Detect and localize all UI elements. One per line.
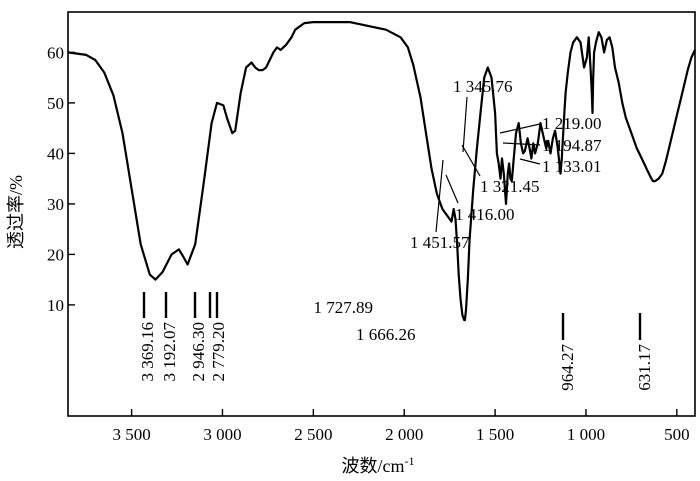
x-axis-title: 波数/cm-1 bbox=[342, 454, 415, 476]
leader-line bbox=[435, 159, 444, 233]
peak-label: 1 666.26 bbox=[356, 325, 416, 344]
peak-label: 1 219.00 bbox=[542, 114, 602, 133]
peak-label: 2 946.30 bbox=[189, 322, 208, 382]
x-axis-title-text: 波数/cm bbox=[342, 456, 405, 476]
leader-line bbox=[462, 96, 468, 153]
peak-markers: 3 369.16 3 192.07 2 946.30 2 779.20 964.27 63… bbox=[138, 77, 654, 391]
peak-label: 964.27 bbox=[558, 344, 577, 391]
peak-label: 3 369.16 bbox=[138, 322, 157, 382]
spectrum-line bbox=[67, 21, 696, 322]
x-tick-label: 2 000 bbox=[385, 425, 423, 444]
y-tick-label: 10 bbox=[47, 296, 64, 315]
peak-label: 1 451.57 bbox=[410, 233, 470, 252]
y-tick-label: 60 bbox=[47, 43, 64, 62]
peak-label: 1 416.00 bbox=[455, 205, 515, 224]
x-tick-label: 1 500 bbox=[476, 425, 514, 444]
x-tick-label: 2 500 bbox=[294, 425, 332, 444]
leader-line bbox=[519, 158, 541, 165]
y-tick-label: 40 bbox=[47, 144, 64, 163]
peak-label: 1 727.89 bbox=[314, 298, 374, 317]
plot-frame bbox=[67, 11, 696, 417]
peak-label: 1 133.01 bbox=[542, 157, 602, 176]
x-tick-label: 3 000 bbox=[203, 425, 241, 444]
x-tick-label: 500 bbox=[664, 425, 690, 444]
axis-ticks: 3 500 3 000 2 500 2 000 1 500 1 000 500 10 20 30 4… bbox=[47, 43, 690, 444]
peak-label: 2 779.20 bbox=[209, 322, 228, 382]
x-tick-label: 1 000 bbox=[567, 425, 605, 444]
leader-line bbox=[445, 174, 459, 204]
y-tick-label: 20 bbox=[47, 245, 64, 264]
y-tick-label: 50 bbox=[47, 94, 64, 113]
peak-label: 631.17 bbox=[635, 344, 654, 391]
y-tick-label: 30 bbox=[47, 195, 64, 214]
peak-label: 3 192.07 bbox=[160, 322, 179, 382]
x-axis-title-superscript: -1 bbox=[405, 454, 415, 468]
x-tick-label: 3 500 bbox=[112, 425, 150, 444]
leader-line bbox=[461, 144, 481, 177]
peak-label: 1 321.45 bbox=[480, 177, 540, 196]
y-axis-title: 透过率/% bbox=[6, 175, 26, 249]
